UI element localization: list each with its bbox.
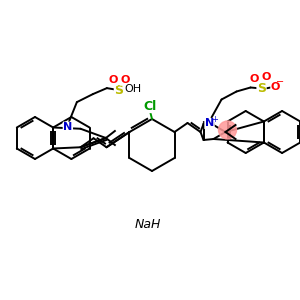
Text: Cl: Cl [143, 100, 157, 112]
Text: N: N [205, 118, 214, 128]
Text: +: + [211, 115, 218, 124]
Text: O: O [120, 75, 130, 85]
Text: S: S [257, 82, 266, 95]
Text: O: O [262, 73, 271, 82]
Circle shape [218, 121, 236, 139]
Text: O: O [108, 75, 118, 85]
Text: S: S [114, 84, 123, 97]
Text: O: O [250, 74, 259, 83]
Text: −: − [277, 77, 285, 88]
Text: N: N [63, 122, 73, 132]
Text: O: O [271, 82, 280, 92]
Text: NaH: NaH [135, 218, 161, 232]
Text: OH: OH [124, 84, 141, 94]
